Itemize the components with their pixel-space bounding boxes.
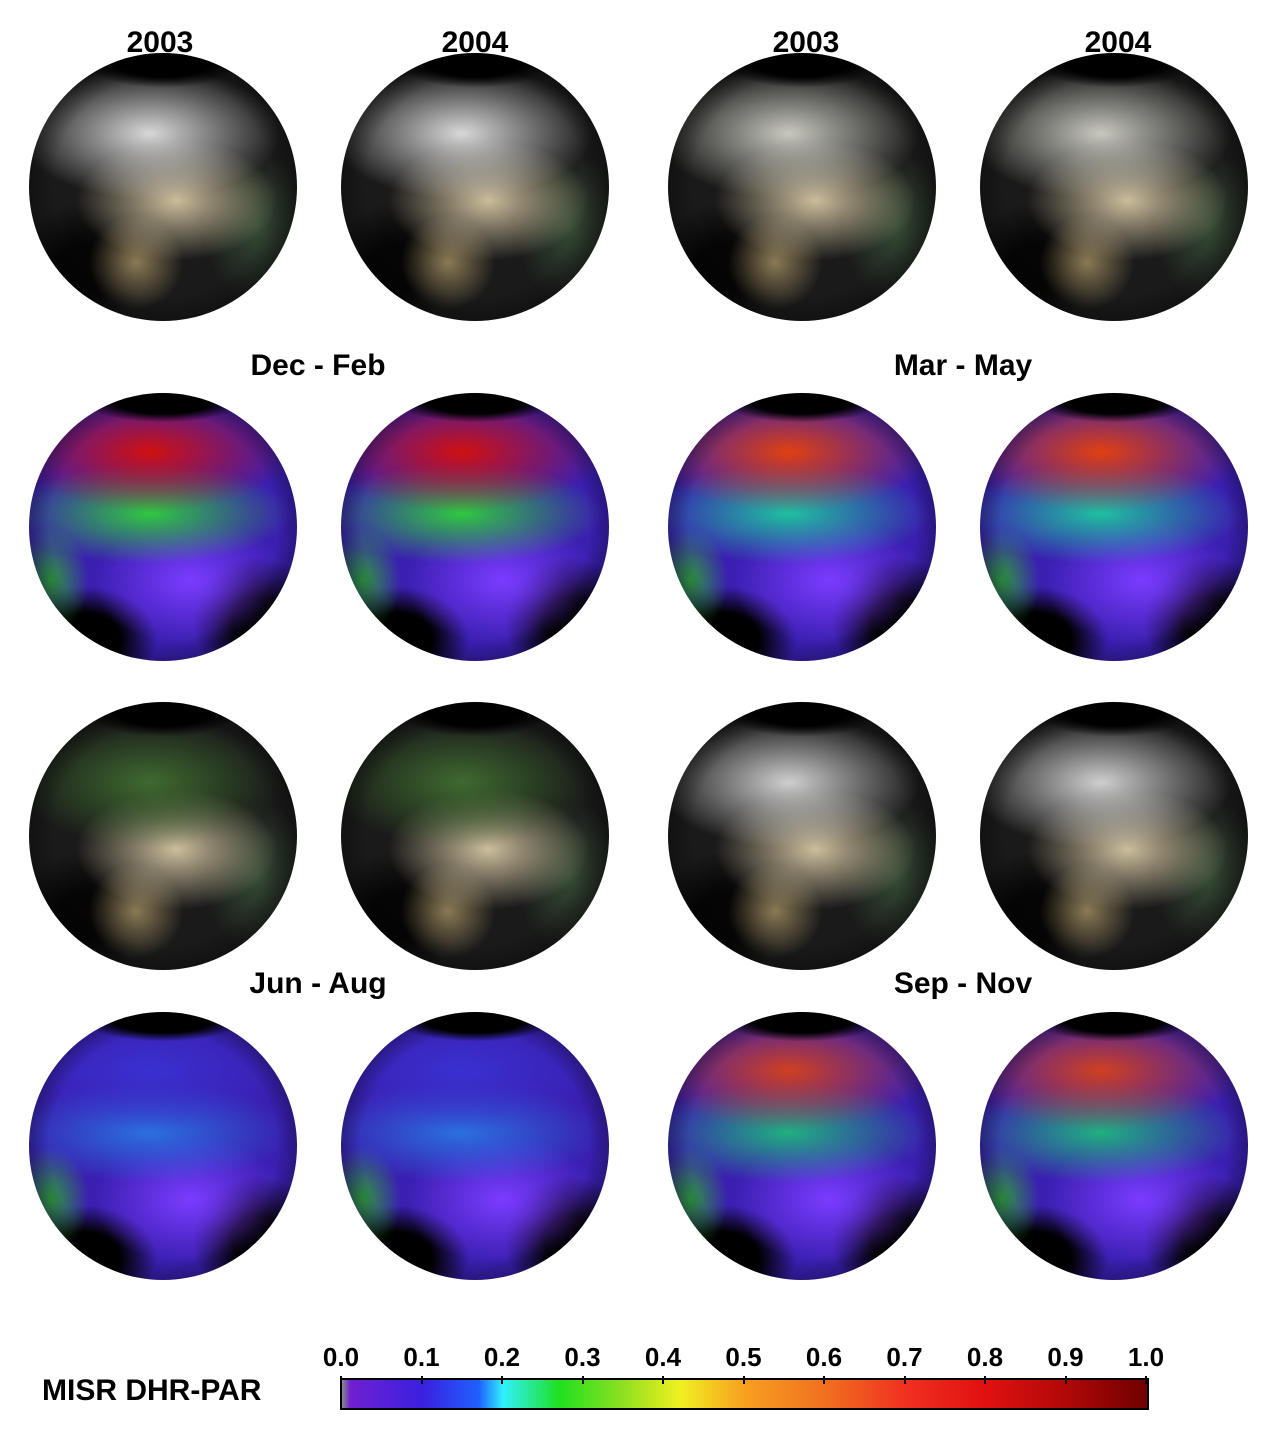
colorbar-tick [823,1376,825,1384]
colorbar-tick-label: 0.0 [322,1342,360,1372]
season-label: Sep - Nov [893,967,1033,1000]
globe-map-natural-color [668,702,936,970]
globe-map-natural-color [980,53,1248,321]
season-label: Jun - Aug [249,967,387,1000]
colorbar-tick [340,1376,342,1384]
globe-map-dhr-par [341,1012,609,1280]
globe-map-dhr-par [668,1012,936,1280]
globe-map-natural-color [980,702,1248,970]
globe-map-natural-color [668,53,936,321]
colorbar-tick-label: 0.4 [644,1342,682,1372]
colorbar-tick [903,1376,906,1384]
colorbar-tick [501,1376,503,1384]
globe-map-dhr-par [29,393,297,661]
globe-map-dhr-par [668,393,936,661]
colorbar-tick [984,1376,986,1384]
globe-map-dhr-par [980,393,1248,661]
colorbar [340,1378,1149,1410]
colorbar-tick-label: 0.3 [564,1342,601,1372]
season-label: Mar - May [893,349,1033,382]
globe-map-dhr-par [29,1012,297,1280]
colorbar-tick-label: 0.9 [1047,1342,1084,1372]
colorbar-tick-label: 0.2 [483,1342,521,1372]
colorbar-tick-label: 0.8 [966,1342,1004,1372]
colorbar-tick [742,1376,745,1384]
globe-map-dhr-par [980,1012,1248,1280]
globe-map-natural-color [341,53,609,321]
colorbar-tick-label: 1.0 [1127,1342,1165,1372]
colorbar-title: MISR DHR-PAR [42,1374,262,1407]
colorbar-tick [581,1376,584,1384]
colorbar-tick-label: 0.5 [725,1342,762,1372]
globe-map-natural-color [29,702,297,970]
colorbar-tick [1064,1376,1067,1384]
globe-map-natural-color [29,53,297,321]
colorbar-tick-label: 0.6 [805,1342,843,1372]
colorbar-tick [1145,1376,1147,1384]
colorbar-tick-label: 0.1 [403,1342,440,1372]
colorbar-tick-label: 0.7 [886,1342,923,1372]
colorbar-tick [662,1376,664,1384]
colorbar-tick [420,1376,423,1384]
season-label: Dec - Feb [250,349,386,382]
globe-map-natural-color [341,702,609,970]
globe-map-dhr-par [341,393,609,661]
